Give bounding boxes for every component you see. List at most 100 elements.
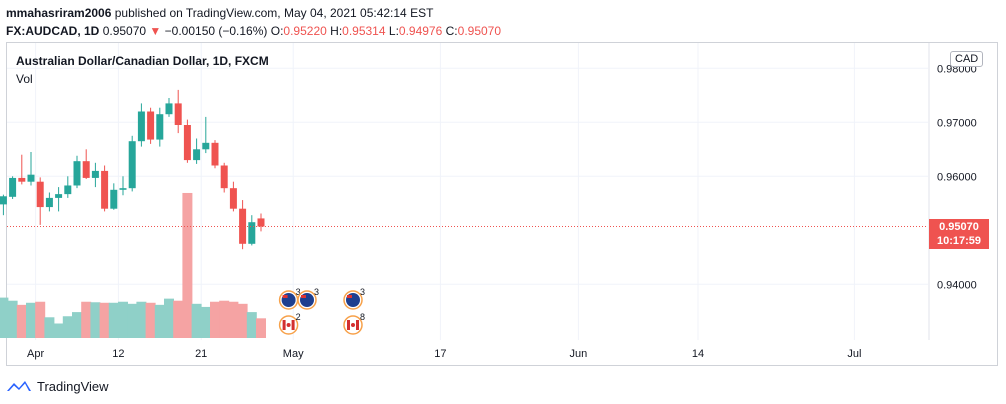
price-tick-label: 0.96000: [937, 171, 977, 183]
volume-bar: [72, 312, 82, 338]
volume-bar: [99, 302, 110, 338]
open-value: 0.95220: [283, 24, 327, 38]
candle-body: [91, 170, 99, 178]
high-value: 0.95314: [342, 24, 386, 38]
candle-body: [110, 189, 118, 209]
volume-bar: [145, 302, 156, 338]
volume-bar: [81, 301, 92, 338]
candle-body: [257, 218, 265, 227]
event-count: 3: [314, 287, 319, 297]
brand-name: TradingView: [37, 378, 109, 394]
time-tick-label: 14: [692, 348, 704, 360]
flag-canton: [301, 295, 306, 298]
flag-canton: [347, 295, 352, 298]
event-count: 3: [360, 287, 365, 297]
candle-body: [165, 103, 173, 115]
candle-body: [202, 142, 210, 150]
high-label: H:: [330, 24, 343, 38]
volume-bar: [44, 317, 55, 338]
price-change: −0.00150 (−0.16%): [164, 24, 268, 38]
candle-body: [220, 165, 228, 189]
symbol-info-line: FX:AUDCAD, 1D 0.95070 ▼ −0.00150 (−0.16%…: [6, 24, 501, 38]
candle-body: [101, 170, 109, 209]
volume-bar: [0, 297, 9, 338]
candle-body: [45, 197, 53, 208]
time-tick-label: Jul: [847, 348, 861, 360]
candle-body: [156, 114, 164, 140]
grid-lines: [7, 43, 930, 340]
close-value: 0.95070: [457, 24, 502, 38]
footer-brand[interactable]: TradingView: [6, 376, 109, 396]
volume-bar: [200, 306, 211, 338]
flag-band-right: [356, 320, 359, 330]
candle-body: [73, 161, 81, 186]
candle-body: [0, 196, 7, 205]
time-axis-labels: Apr 12 21 May 17 Jun 14 Jul: [27, 348, 861, 360]
candle-body: [64, 185, 72, 195]
volume-bar: [16, 304, 27, 338]
low-label: L:: [388, 24, 399, 38]
volume-bar: [26, 302, 36, 338]
publish-info: mmahasriram2006 published on TradingView…: [6, 6, 433, 20]
volume-bar: [173, 300, 184, 338]
volume-bar: [7, 300, 18, 338]
candle-body: [9, 177, 17, 197]
currency-button[interactable]: CAD: [950, 51, 984, 67]
candle-body: [137, 111, 145, 142]
time-tick-label: Apr: [27, 348, 44, 360]
volume-bar: [237, 303, 248, 338]
events: 3 3 2 3 8: [278, 287, 365, 335]
event-count: 2: [296, 312, 301, 322]
volume-bar: [256, 318, 266, 338]
candle-body: [82, 161, 90, 178]
candle-body: [248, 222, 256, 244]
candle-body: [211, 142, 219, 166]
volume-bar: [210, 301, 220, 338]
candle-body: [128, 141, 136, 189]
time-tick-label: Jun: [570, 348, 588, 360]
volume-legend[interactable]: Vol: [16, 72, 33, 86]
flag-band-right: [291, 320, 295, 330]
open-label: O:: [270, 24, 284, 38]
publish-date: published on TradingView.com, May 04, 20…: [114, 6, 434, 20]
chart-legend-title[interactable]: Australian Dollar/Canadian Dollar, 1D, F…: [16, 54, 269, 68]
candle-body: [147, 111, 155, 140]
candle-body: [193, 149, 201, 161]
volume-bar: [182, 192, 193, 338]
time-tick-label: 12: [112, 348, 124, 360]
flag-canton: [282, 295, 288, 298]
volume-bar: [219, 300, 230, 338]
volume-bar: [191, 303, 202, 338]
volume-bar: [127, 303, 138, 338]
candle-body: [36, 181, 44, 208]
candle-body: [174, 103, 182, 125]
author-name[interactable]: mmahasriram2006: [6, 6, 112, 20]
bar-countdown-tag: 10:17:59: [929, 232, 989, 249]
maple-leaf: [286, 323, 291, 327]
last-price: 0.95070: [102, 24, 147, 38]
symbol-label: FX:AUDCAD, 1D: [6, 24, 100, 38]
volume-bar: [108, 302, 119, 338]
candle-body: [55, 194, 63, 198]
volume-bar: [90, 302, 101, 338]
candle-body: [119, 188, 127, 190]
candles: [0, 89, 265, 250]
close-label: C:: [445, 24, 458, 38]
time-tick-label: May: [283, 348, 304, 360]
volume-bar: [228, 301, 239, 338]
event-count: 3: [296, 287, 301, 297]
flag-band-left: [282, 320, 286, 330]
candle-body: [229, 188, 237, 209]
volume-bar: [154, 304, 165, 338]
volume-bar: [164, 298, 174, 338]
candle-body: [239, 208, 247, 244]
time-tick-label: 17: [434, 348, 446, 360]
volume-bar: [62, 316, 73, 338]
candle-body: [18, 177, 26, 182]
volume-bar: [246, 312, 257, 338]
tradingview-logo-icon: [7, 381, 31, 391]
price-tick-label: 0.97000: [937, 117, 977, 129]
candle-body: [183, 125, 191, 161]
maple-leaf: [351, 323, 355, 327]
